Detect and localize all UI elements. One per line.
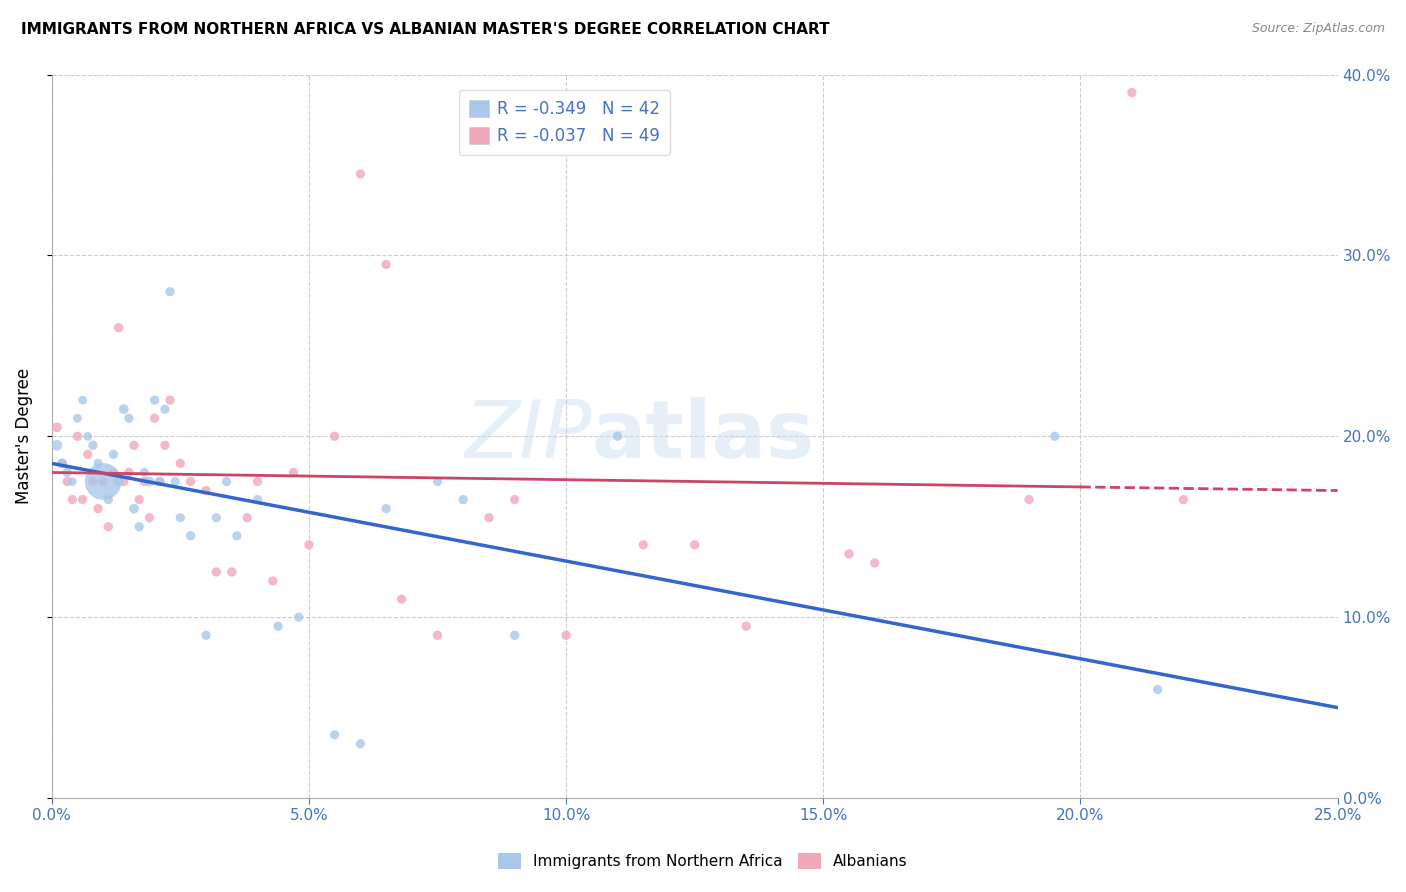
Point <box>82 438 104 452</box>
Point <box>633 538 655 552</box>
Point <box>118 466 141 480</box>
Point <box>82 475 104 489</box>
Point <box>87 501 110 516</box>
Point <box>267 619 290 633</box>
Point <box>87 457 110 471</box>
Point <box>122 501 145 516</box>
Legend: R = -0.349   N = 42, R = -0.037   N = 49: R = -0.349 N = 42, R = -0.037 N = 49 <box>458 90 671 154</box>
Point <box>153 438 176 452</box>
Point <box>45 420 67 434</box>
Point <box>97 492 120 507</box>
Point <box>391 592 413 607</box>
Point <box>215 475 238 489</box>
Point <box>149 475 172 489</box>
Text: atlas: atlas <box>592 397 815 475</box>
Point <box>169 457 191 471</box>
Point <box>375 501 398 516</box>
Point <box>76 429 98 443</box>
Point <box>107 475 129 489</box>
Point <box>838 547 860 561</box>
Point <box>72 393 94 408</box>
Point <box>236 510 259 524</box>
Point <box>1043 429 1066 443</box>
Point <box>60 475 83 489</box>
Point <box>503 492 526 507</box>
Point <box>97 520 120 534</box>
Point <box>143 411 166 425</box>
Text: ZIP: ZIP <box>464 397 592 475</box>
Point <box>221 565 243 579</box>
Point <box>103 466 125 480</box>
Point <box>169 510 191 524</box>
Point <box>287 610 309 624</box>
Point <box>555 628 578 642</box>
Point <box>205 510 228 524</box>
Point <box>735 619 758 633</box>
Point <box>51 457 73 471</box>
Point <box>138 475 160 489</box>
Legend: Immigrants from Northern Africa, Albanians: Immigrants from Northern Africa, Albania… <box>492 847 914 875</box>
Point <box>205 565 228 579</box>
Point <box>143 393 166 408</box>
Point <box>246 492 269 507</box>
Point <box>66 411 89 425</box>
Point <box>180 475 202 489</box>
Point <box>134 475 156 489</box>
Point <box>72 492 94 507</box>
Point <box>103 447 125 461</box>
Point <box>138 510 160 524</box>
Point <box>262 574 284 588</box>
Point <box>195 628 218 642</box>
Text: Source: ZipAtlas.com: Source: ZipAtlas.com <box>1251 22 1385 36</box>
Point <box>1018 492 1040 507</box>
Point <box>128 492 150 507</box>
Point <box>112 402 135 417</box>
Point <box>283 466 305 480</box>
Point <box>349 167 371 181</box>
Point <box>863 556 886 570</box>
Point <box>195 483 218 498</box>
Point <box>91 475 114 489</box>
Point <box>478 510 501 524</box>
Point <box>451 492 474 507</box>
Point <box>56 466 79 480</box>
Point <box>45 438 67 452</box>
Point <box>112 475 135 489</box>
Point <box>91 475 114 489</box>
Point <box>118 411 141 425</box>
Point <box>323 728 346 742</box>
Point <box>165 475 187 489</box>
Point <box>149 475 172 489</box>
Point <box>503 628 526 642</box>
Point <box>323 429 346 443</box>
Point <box>76 447 98 461</box>
Text: IMMIGRANTS FROM NORTHERN AFRICA VS ALBANIAN MASTER'S DEGREE CORRELATION CHART: IMMIGRANTS FROM NORTHERN AFRICA VS ALBAN… <box>21 22 830 37</box>
Point <box>122 438 145 452</box>
Point <box>426 628 449 642</box>
Point <box>56 475 79 489</box>
Point <box>226 529 249 543</box>
Point <box>60 492 83 507</box>
Point <box>375 257 398 271</box>
Point <box>1146 682 1168 697</box>
Point <box>349 737 371 751</box>
Point <box>180 529 202 543</box>
Point <box>134 466 156 480</box>
Point <box>298 538 321 552</box>
Point <box>128 520 150 534</box>
Point <box>159 393 181 408</box>
Y-axis label: Master's Degree: Master's Degree <box>15 368 32 504</box>
Point <box>159 285 181 299</box>
Point <box>66 429 89 443</box>
Point <box>606 429 628 443</box>
Point <box>683 538 706 552</box>
Point <box>153 402 176 417</box>
Point <box>246 475 269 489</box>
Point <box>426 475 449 489</box>
Point <box>1173 492 1195 507</box>
Point <box>107 320 129 334</box>
Point <box>51 457 73 471</box>
Point <box>1121 86 1143 100</box>
